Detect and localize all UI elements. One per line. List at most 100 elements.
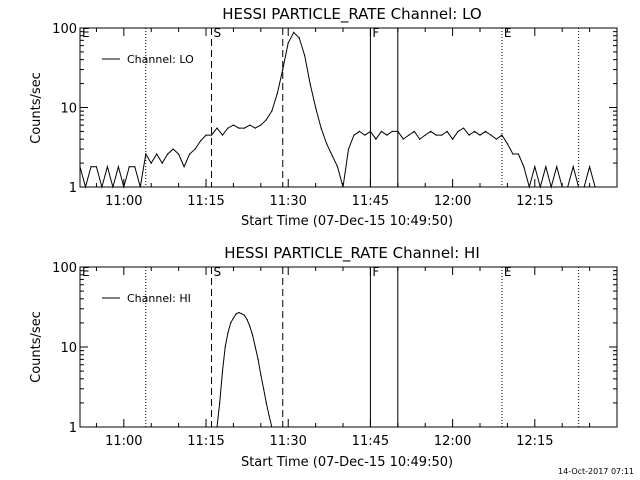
data-point: [298, 37, 300, 39]
chart-title: HESSI PARTICLE_RATE Channel: LO: [222, 5, 481, 24]
data-point: [539, 186, 541, 188]
data-point: [435, 134, 437, 136]
series-layer: [79, 31, 596, 189]
data-point: [79, 166, 81, 168]
data-point: [506, 143, 508, 145]
data-point: [235, 313, 237, 315]
data-point: [232, 317, 234, 319]
plot-frame: [79, 266, 618, 428]
x-tick-label: 11:45: [352, 434, 389, 449]
data-point: [484, 130, 487, 132]
data-point: [150, 162, 152, 164]
data-point: [260, 124, 262, 126]
data-point: [268, 414, 270, 416]
data-point: [567, 186, 569, 188]
timestamp: 14-Oct-2017 07:11: [558, 467, 634, 476]
y-tick-label: 100: [52, 261, 77, 276]
data-point: [172, 148, 174, 150]
data-point: [512, 153, 514, 155]
data-point: [419, 138, 421, 140]
x-tick-label: 11:30: [269, 434, 306, 449]
x-tick-label: 11:15: [187, 434, 224, 449]
data-point: [84, 186, 87, 188]
axes: 11:00 11:15 11:30 11:45 12:00 12:15 1 10 100: [52, 261, 617, 449]
series-layer: [216, 311, 273, 428]
data-point: [241, 313, 243, 315]
data-point: [101, 186, 103, 188]
data-point: [561, 186, 563, 188]
data-point: [452, 138, 454, 140]
data-point: [347, 148, 350, 150]
x-tick-label: 12:00: [434, 194, 471, 209]
data-point: [238, 311, 240, 314]
data-point: [402, 138, 404, 140]
time-markers: [79, 267, 580, 427]
data-point: [145, 153, 147, 155]
data-point: [156, 153, 158, 155]
data-point: [271, 110, 273, 112]
data-point: [430, 130, 432, 132]
data-point: [263, 388, 265, 390]
data-point: [265, 119, 267, 121]
data-point: [413, 130, 415, 132]
y-tick-label: 10: [60, 102, 77, 117]
data-point: [224, 346, 226, 348]
data-point: [304, 55, 306, 57]
data-point: [216, 127, 218, 129]
data-point: [252, 334, 254, 336]
data-point: [315, 106, 317, 109]
data-point: [331, 154, 333, 156]
legend-label: Channel: HI: [127, 292, 191, 305]
marker-label: E: [504, 265, 512, 279]
data-point: [386, 134, 388, 136]
data-point: [112, 186, 114, 188]
data-point: [189, 153, 191, 155]
data-point: [257, 358, 259, 360]
data-point: [123, 186, 125, 188]
data-point: [309, 83, 311, 85]
data-point: [227, 332, 229, 334]
data-point: [424, 134, 426, 136]
data-point: [238, 127, 240, 129]
data-point: [369, 130, 371, 132]
x-tick-label: 12:15: [516, 434, 553, 449]
data-point: [364, 134, 366, 136]
data-point: [534, 166, 536, 168]
y-tick-label: 100: [52, 22, 77, 37]
data-point: [243, 127, 245, 129]
data-point: [221, 134, 224, 136]
data-point: [161, 162, 163, 164]
x-tick-label: 12:00: [434, 434, 471, 449]
panel-hi: HESSI PARTICLE_RATE Channel: HI Counts/s…: [29, 244, 618, 470]
data-point: [210, 134, 213, 136]
data-point: [473, 130, 476, 132]
data-point: [200, 140, 202, 142]
marker-label: F: [372, 26, 379, 40]
legend: Channel: HI: [102, 292, 191, 305]
data-point: [249, 124, 251, 126]
data-point: [90, 166, 92, 168]
data-point: [293, 31, 295, 33]
marker-label: E: [504, 26, 512, 40]
data-point: [178, 153, 180, 155]
time-markers: [79, 28, 580, 187]
data-point: [167, 153, 169, 155]
data-point: [589, 166, 591, 168]
data-point: [106, 166, 108, 168]
x-tick-label: 11:00: [105, 434, 142, 449]
data-point: [517, 153, 520, 155]
marker-label: E: [82, 26, 90, 40]
x-tick-label: 11:15: [187, 194, 224, 209]
data-point: [326, 143, 328, 145]
axes: 11:00 11:15 11:30 11:45 12:00 12:15 1 10 100: [52, 22, 617, 209]
data-point: [336, 166, 339, 168]
panel-lo: HESSI PARTICLE_RATE Channel: LO Counts/s…: [29, 5, 618, 229]
data-point: [572, 166, 574, 168]
data-point: [380, 130, 382, 132]
x-tick-label: 11:45: [352, 194, 389, 209]
data-point: [254, 346, 256, 348]
data-point: [243, 314, 245, 316]
data-point: [271, 426, 273, 428]
data-point: [545, 166, 547, 168]
